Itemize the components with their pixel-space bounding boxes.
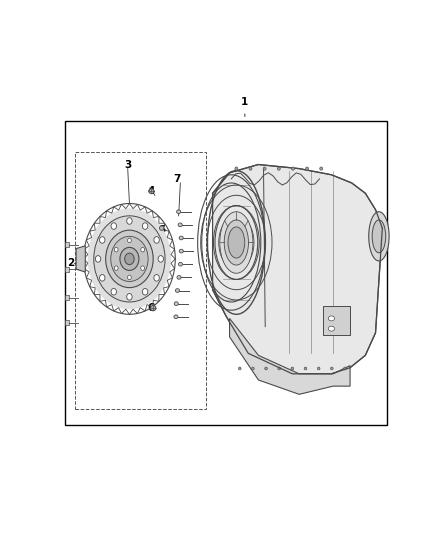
Ellipse shape [344, 367, 346, 370]
Ellipse shape [235, 167, 238, 170]
Ellipse shape [111, 223, 117, 229]
Ellipse shape [278, 367, 281, 370]
Ellipse shape [178, 223, 182, 227]
Ellipse shape [178, 262, 183, 266]
Ellipse shape [328, 326, 335, 331]
Ellipse shape [179, 236, 183, 240]
Ellipse shape [154, 274, 159, 281]
Ellipse shape [95, 256, 101, 262]
Ellipse shape [141, 266, 145, 270]
Ellipse shape [372, 220, 386, 253]
Ellipse shape [291, 167, 294, 170]
Ellipse shape [224, 220, 248, 265]
Ellipse shape [127, 217, 132, 224]
Ellipse shape [251, 367, 254, 370]
Ellipse shape [127, 275, 131, 280]
Ellipse shape [369, 212, 389, 261]
Bar [65, 320, 69, 325]
Ellipse shape [120, 247, 139, 270]
Ellipse shape [215, 206, 258, 279]
Bar [75, 152, 206, 409]
Polygon shape [76, 246, 85, 272]
Ellipse shape [330, 367, 333, 370]
Text: 5: 5 [158, 225, 165, 235]
Ellipse shape [154, 237, 159, 243]
Ellipse shape [291, 367, 294, 370]
Ellipse shape [142, 288, 148, 295]
Polygon shape [230, 318, 350, 394]
Ellipse shape [328, 316, 335, 321]
Ellipse shape [94, 216, 165, 302]
Ellipse shape [114, 247, 118, 252]
Ellipse shape [238, 367, 241, 370]
Text: 3: 3 [124, 159, 131, 169]
Ellipse shape [88, 208, 171, 309]
Ellipse shape [127, 238, 131, 243]
Ellipse shape [263, 167, 266, 170]
Ellipse shape [174, 302, 178, 305]
Text: 7: 7 [173, 174, 180, 184]
Bar [323, 306, 350, 335]
Bar [65, 242, 69, 247]
Ellipse shape [320, 167, 323, 170]
Ellipse shape [114, 266, 118, 270]
Ellipse shape [141, 247, 145, 252]
Ellipse shape [158, 256, 163, 262]
Ellipse shape [177, 210, 181, 214]
Ellipse shape [265, 367, 268, 370]
Ellipse shape [159, 226, 164, 230]
Ellipse shape [174, 315, 178, 319]
Ellipse shape [228, 227, 245, 258]
Ellipse shape [304, 367, 307, 370]
Ellipse shape [177, 276, 181, 279]
Ellipse shape [220, 212, 253, 273]
Ellipse shape [111, 236, 148, 281]
Ellipse shape [306, 167, 309, 170]
Ellipse shape [99, 237, 105, 243]
Ellipse shape [249, 167, 252, 170]
Bar [65, 295, 69, 301]
Polygon shape [212, 165, 382, 374]
Text: 1: 1 [241, 97, 248, 107]
Bar [65, 266, 69, 272]
Bar [65, 122, 387, 425]
Text: 4: 4 [148, 186, 155, 196]
Ellipse shape [111, 288, 117, 295]
Ellipse shape [142, 223, 148, 229]
Ellipse shape [125, 253, 134, 265]
Ellipse shape [277, 167, 280, 170]
Text: 2: 2 [67, 258, 74, 268]
Ellipse shape [179, 249, 184, 253]
Ellipse shape [175, 289, 180, 293]
Ellipse shape [317, 367, 320, 370]
Ellipse shape [151, 305, 156, 311]
Ellipse shape [106, 230, 153, 288]
Ellipse shape [127, 294, 132, 300]
Text: 6: 6 [148, 303, 155, 313]
Ellipse shape [99, 274, 105, 281]
Ellipse shape [149, 189, 154, 193]
